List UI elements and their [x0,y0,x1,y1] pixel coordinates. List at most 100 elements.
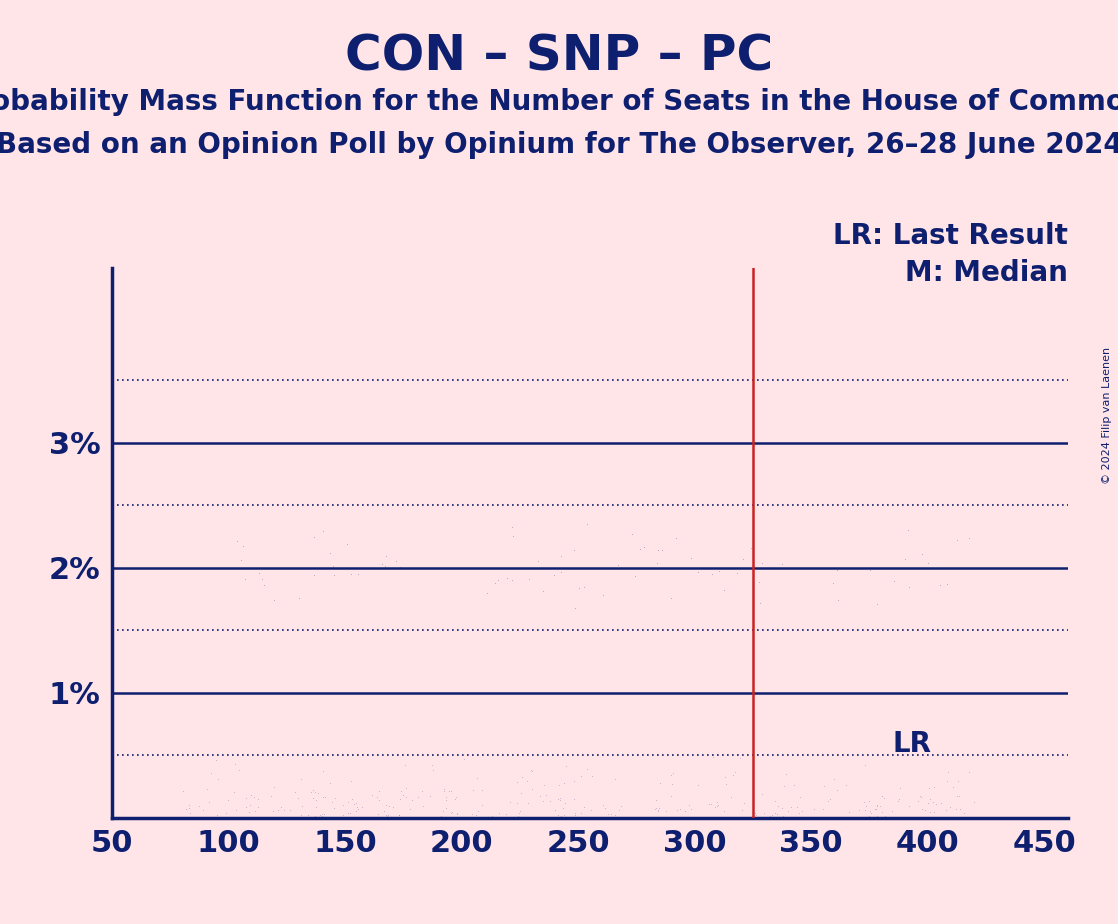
Point [237,791,255,806]
Point [468,771,486,785]
Point [919,796,937,810]
Point [793,804,811,819]
Point [550,778,568,793]
Point [861,804,879,819]
Point [714,804,732,819]
Point [965,795,983,809]
Point [447,807,465,821]
Point [402,793,420,808]
Point [805,802,823,817]
Point [209,772,227,786]
Point [703,567,721,582]
Point [868,808,885,823]
Point [198,782,216,796]
Point [949,773,967,788]
Point [552,808,570,823]
Point [647,556,665,571]
Point [912,801,930,816]
Point [662,789,680,804]
Point [869,798,887,813]
Point [948,789,966,804]
Point [419,810,437,825]
Point [948,532,966,547]
Point [314,524,332,539]
Point [314,763,332,778]
Point [334,798,352,813]
Point [370,784,388,798]
Point [950,802,968,817]
Point [387,554,405,569]
Point [436,784,454,798]
Point [774,800,792,815]
Point [663,809,681,824]
Point [466,808,484,822]
Point [949,788,967,803]
Point [390,808,408,822]
Point [856,803,874,818]
Point [925,780,942,795]
Point [710,564,728,578]
Point [675,804,693,819]
Point [265,592,283,607]
Point [777,767,795,782]
Point [293,799,311,814]
Point [180,798,198,813]
Point [549,792,567,807]
Point [208,753,226,768]
Point [657,804,675,819]
Point [890,792,908,807]
Point [437,790,455,805]
Point [821,791,838,806]
Text: CON – SNP – PC: CON – SNP – PC [344,32,774,80]
Point [437,793,455,808]
Point [237,799,255,814]
Point [708,795,726,809]
Point [228,533,246,548]
Point [305,567,323,582]
Point [421,788,439,803]
Point [883,803,901,818]
Point [955,805,973,820]
Point [377,558,395,573]
Point [570,581,588,596]
Point [272,800,290,815]
Point [541,794,559,808]
Point [860,794,878,808]
Point [339,794,357,808]
Point [376,804,394,819]
Point [254,572,272,587]
Point [342,773,360,788]
Point [311,808,329,822]
Point [704,750,722,765]
Point [691,810,709,825]
Point [775,779,793,794]
Point [520,796,538,810]
Point [920,805,938,820]
Point [790,806,808,821]
Point [350,567,368,582]
Point [755,805,773,820]
Point [931,578,949,592]
Point [814,802,832,817]
Point [680,798,698,813]
Point [313,790,331,805]
Point [306,784,324,799]
Point [397,789,415,804]
Point [856,799,874,814]
Point [447,789,465,804]
Point [754,786,771,801]
Point [606,772,624,786]
Point [321,546,339,561]
Point [470,804,487,819]
Point [840,804,858,819]
Point [269,802,287,817]
Point [259,810,277,825]
Point [243,787,260,802]
Point [255,578,273,592]
Point [875,808,893,823]
Point [434,804,452,819]
Point [339,806,357,821]
Point [662,590,680,605]
Point [566,792,584,807]
Point [746,806,764,821]
